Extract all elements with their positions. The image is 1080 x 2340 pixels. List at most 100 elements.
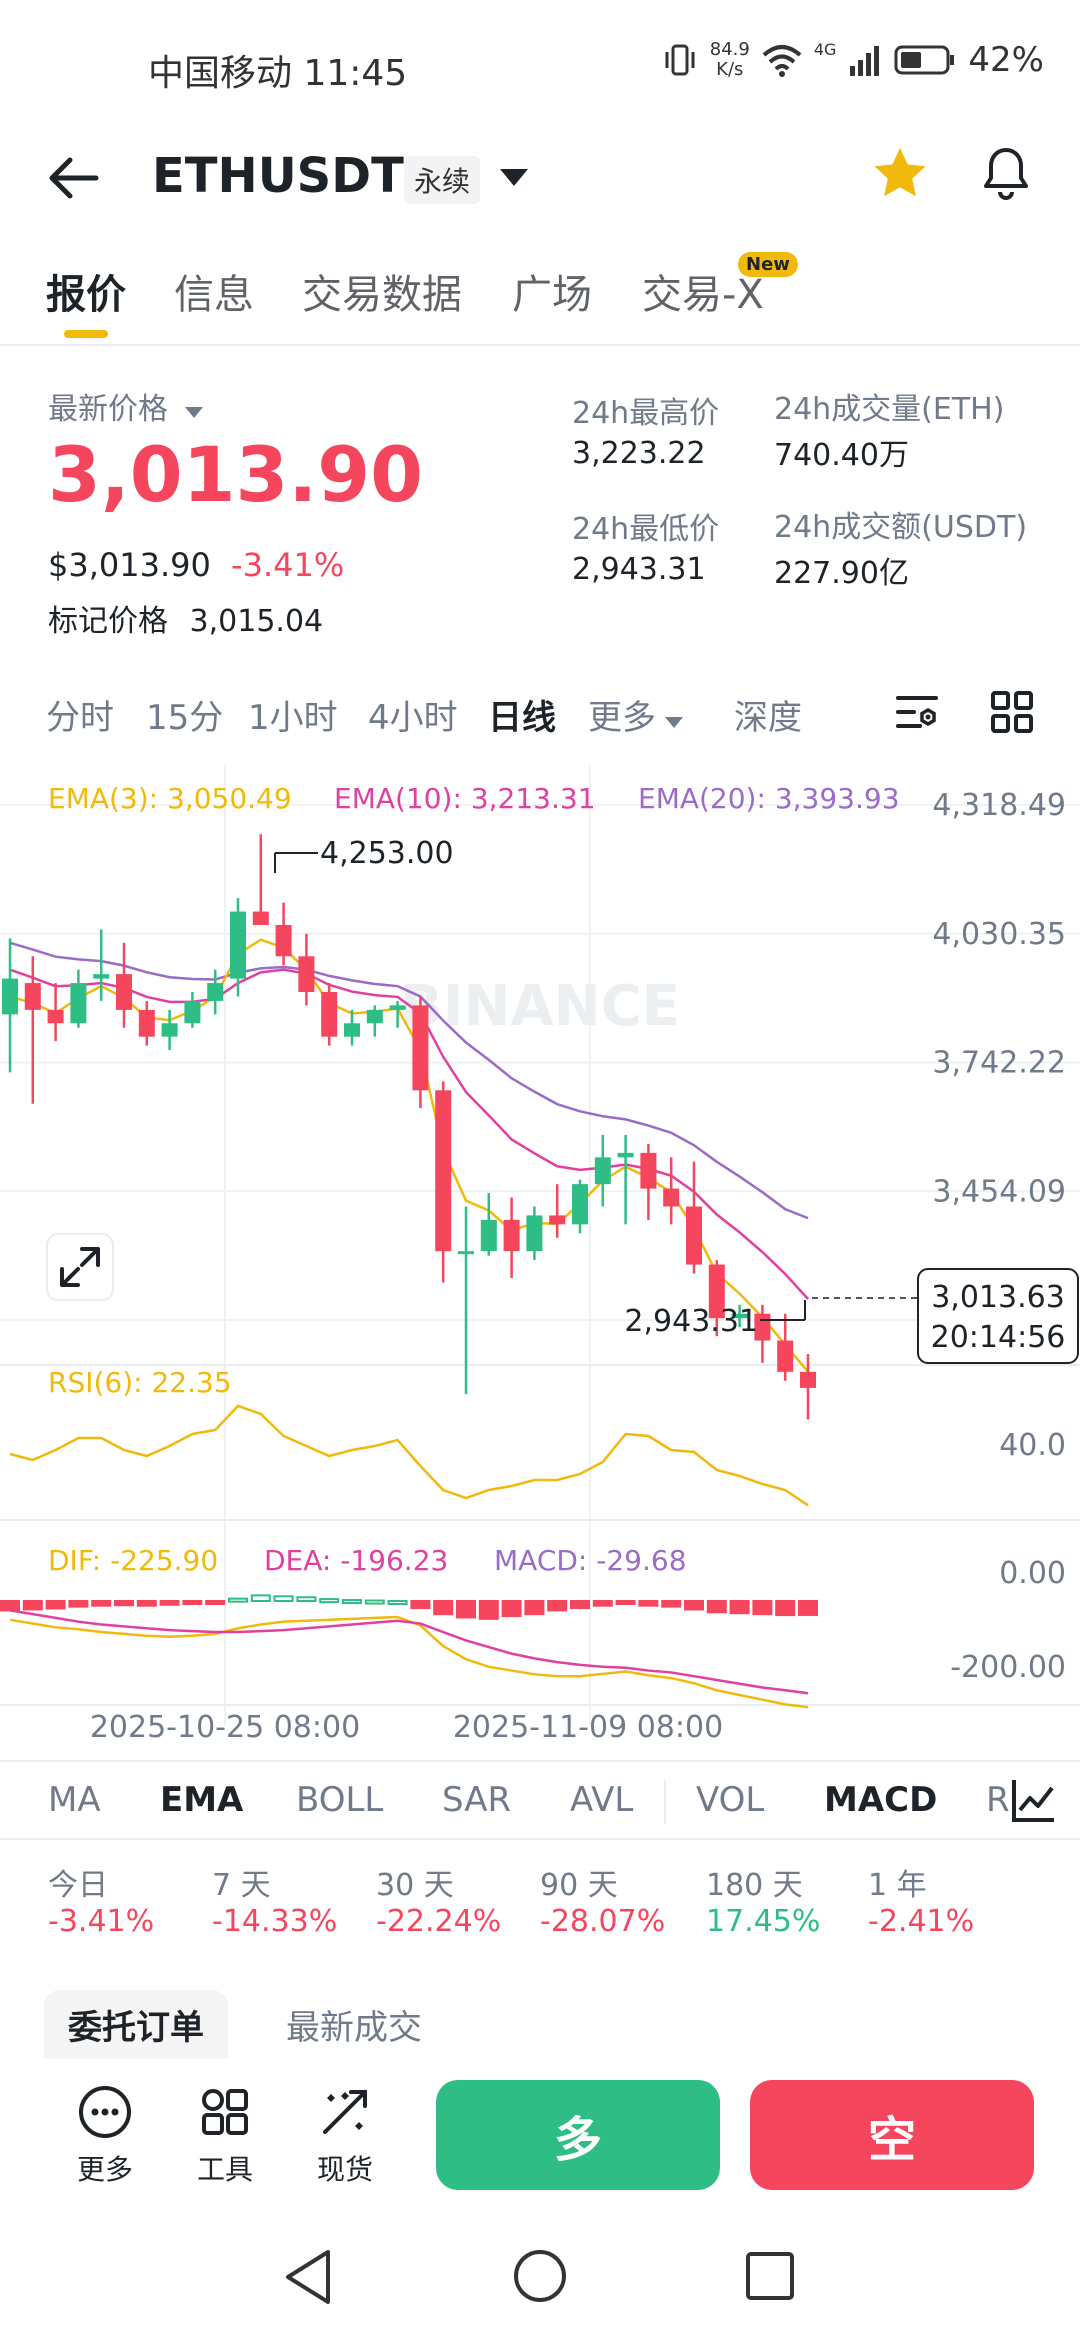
candle-body [207,983,224,1001]
bell-icon[interactable] [976,144,1036,204]
macd-legend: MACD: -29.68 [494,1544,687,1577]
tab-square[interactable]: 广场 [512,272,592,318]
ind-sar[interactable]: SAR [442,1780,512,1820]
signal-icon [850,46,880,76]
long-button[interactable]: 多 [436,2080,720,2190]
macd-bar [342,1599,362,1605]
candle-body [93,974,110,979]
perf-180d: 180 天 17.45% [706,1860,820,1939]
system-nav-bar [0,2220,1080,2340]
min-price-label: 2,943.31 [624,1304,758,1339]
tf-more[interactable]: 更多 [588,690,684,739]
ind-avl[interactable]: AVL [570,1780,634,1820]
max-price-label: 4,253.00 [320,836,454,871]
kline-chart-svg[interactable]: BINANCE 4,318.49 4,030.35 3,742.22 3,454.09… [0,765,1080,1745]
tf-4h[interactable]: 4小时 [368,698,458,738]
more-label: 更多 [76,2153,133,2186]
tab-latest-trades[interactable]: 最新成交 [286,2008,422,2048]
candle-body [47,1009,64,1024]
candle-body [389,1005,406,1010]
back-arrow-icon[interactable] [44,148,104,208]
tab-trading-data[interactable]: 交易数据 [302,272,462,318]
more-dots-icon [79,2086,131,2138]
perf-label: 1 年 [868,1868,927,1903]
macd-bar [752,1600,773,1616]
watermark: BINANCE [400,974,680,1039]
ema10-line [9,968,809,1300]
tools-label: 工具 [196,2153,253,2186]
layout-grid-icon[interactable] [990,690,1034,734]
ind-ma[interactable]: MA [48,1780,101,1820]
last-price-box-value: 3,013.63 [931,1280,1065,1315]
vibrate-icon [665,44,695,76]
vol-usdt-label: 24h成交额(USDT) [774,510,1028,545]
candle-body [344,1023,360,1037]
tf-1h[interactable]: 1小时 [248,698,338,738]
more-button[interactable]: 更多 [60,2084,150,2188]
price-change: -3.41% [231,546,345,584]
candle-body [663,1188,680,1207]
tf-more-label: 更多 [588,698,656,738]
caret-down-icon[interactable] [498,166,530,190]
latest-price-label-text: 最新价格 [48,392,168,427]
macd-bar [524,1600,545,1616]
min-marker: 2,943.31 [624,1300,806,1339]
perf-90d: 90 天 -28.07% [540,1860,665,1939]
time-axis-tick: 2025-10-25 08:00 [90,1710,360,1745]
tools-button[interactable]: 工具 [180,2084,270,2188]
ind-boll[interactable]: BOLL [296,1780,384,1820]
spot-button[interactable]: 现货 [300,2084,390,2188]
indicator-settings-icon[interactable] [1010,1776,1058,1824]
tab-trade-x[interactable]: 交易-X [642,272,764,318]
caret-down-small-icon [184,407,203,418]
nav-back-icon[interactable] [282,2248,334,2306]
price-axis-tick: 3,454.09 [932,1174,1066,1209]
perf-label: 180 天 [706,1868,803,1903]
fullscreen-button[interactable] [46,1233,114,1301]
price-axis-tick: 3,742.22 [932,1046,1066,1081]
status-bar: 中国移动 11:45 84.9 K/s 4G 42% [0,0,1080,130]
vol-eth-label: 24h成交量(ETH) [774,392,1005,427]
latest-price-label[interactable]: 最新价格 [48,384,204,428]
macd-bar [592,1600,613,1607]
low-label: 24h最低价 [572,512,720,547]
nav-home-icon[interactable] [512,2248,568,2304]
spot-label: 现货 [316,2153,373,2186]
mark-price-label: 标记价格 [48,604,168,639]
tf-time[interactable]: 分时 [46,698,114,738]
macd-bar [729,1600,750,1615]
macd-bar [205,1600,226,1605]
ind-macd[interactable]: MACD [824,1780,938,1820]
macd-bar [68,1600,89,1608]
macd-bar [684,1600,704,1611]
candle-body [800,1371,816,1388]
candle-body [298,956,315,992]
macd-bar [364,1599,385,1605]
macd-bar [798,1600,818,1616]
max-marker: 4,253.00 [274,836,454,873]
short-button[interactable]: 空 [750,2080,1034,2190]
kline-chart[interactable]: BINANCE 4,318.49 4,030.35 3,742.22 3,454.09… [0,765,1080,1745]
ind-rsi[interactable]: R [986,1780,1010,1820]
wifi-icon [762,45,802,77]
tf-15m[interactable]: 15分 [146,698,224,738]
tab-quote[interactable]: 报价 [46,272,126,318]
tab-open-orders[interactable]: 委托订单 [44,1990,228,2059]
dea-legend: DEA: -196.23 [264,1544,448,1577]
chart-settings-icon[interactable] [894,690,940,736]
macd-bar [45,1600,66,1610]
ind-ema[interactable]: EMA [160,1780,244,1820]
tf-depth[interactable]: 深度 [734,698,802,738]
candle-body [230,911,246,979]
macd-bar [159,1600,180,1606]
ind-vol[interactable]: VOL [696,1780,765,1820]
favorite-star-icon[interactable] [870,144,930,204]
active-tab-indicator [64,330,108,338]
macd-bar [91,1600,112,1607]
nav-recents-icon[interactable] [744,2250,796,2302]
macd-bar [114,1600,134,1607]
perf-value: -28.07% [540,1904,666,1939]
tf-1d[interactable]: 日线 [488,698,556,738]
pair-title[interactable]: ETHUSDT [152,148,404,204]
tab-info[interactable]: 信息 [174,272,254,318]
